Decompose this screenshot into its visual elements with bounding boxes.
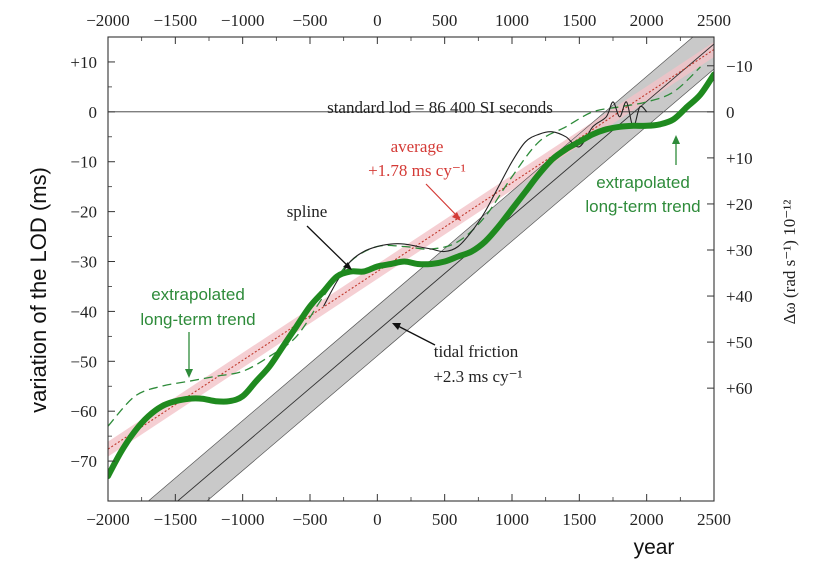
y-tick-label: 0 xyxy=(89,103,98,122)
y-tick-label: −40 xyxy=(70,302,97,321)
x-tick-label-bottom: 2000 xyxy=(630,510,664,529)
right-trend-arrowhead xyxy=(672,135,680,144)
y-tick-label: −20 xyxy=(70,203,97,222)
x-axis-title: year xyxy=(634,536,675,559)
x-tick-label-top: 1500 xyxy=(562,11,596,30)
x-tick-label-top: 500 xyxy=(432,11,458,30)
annotation-arrows xyxy=(185,135,680,378)
average-label: average xyxy=(391,137,444,156)
y2-tick-label: +40 xyxy=(726,287,753,306)
x-tick-label-top: −1500 xyxy=(154,11,198,30)
x-tick-label-bottom: 500 xyxy=(432,510,458,529)
y-tick-label: −10 xyxy=(70,153,97,172)
average-rate-label: +1.78 ms cy⁻¹ xyxy=(368,161,466,180)
x-tick-label-bottom: 1000 xyxy=(495,510,529,529)
y2-tick-label: +60 xyxy=(726,379,753,398)
tick-labels: −2000−2000−1500−1500−1000−1000−500−50000… xyxy=(70,11,752,529)
average-line xyxy=(108,49,714,450)
y2-tick-label: +30 xyxy=(726,241,753,260)
y2-tick-label: +50 xyxy=(726,333,753,352)
tidal-arrow xyxy=(395,324,436,346)
tidal-friction-upper-edge xyxy=(147,37,694,501)
spline-label: spline xyxy=(287,202,328,221)
x-tick-label-bottom: −1000 xyxy=(221,510,265,529)
spline-arrowhead xyxy=(343,262,352,270)
x-tick-label-top: 2500 xyxy=(697,11,731,30)
spline-line xyxy=(323,101,648,307)
extrapolated-right-label: extrapolated xyxy=(596,173,690,192)
y-tick-label: −70 xyxy=(70,452,97,471)
long-term-trend-line xyxy=(108,71,714,480)
extrapolated-left-label: extrapolated xyxy=(151,285,245,304)
x-tick-label-bottom: −500 xyxy=(292,510,327,529)
y2-tick-label: +20 xyxy=(726,195,753,214)
x-tick-label-top: 2000 xyxy=(630,11,664,30)
y-tick-label: −30 xyxy=(70,253,97,272)
y-tick-label: −50 xyxy=(70,352,97,371)
y-tick-label: +10 xyxy=(70,53,97,72)
average-band xyxy=(108,41,714,457)
tidal-arrowhead xyxy=(392,323,401,330)
average-arrow xyxy=(425,183,460,219)
x-tick-label-top: −500 xyxy=(292,11,327,30)
y2-tick-label: −10 xyxy=(726,57,753,76)
spline-arrow xyxy=(306,225,351,269)
y2-tick-label: +10 xyxy=(726,149,753,168)
long-term-trend-left-label: long-term trend xyxy=(140,310,255,329)
tidal-friction-rate-label: +2.3 ms cy⁻¹ xyxy=(433,367,522,386)
tidal-friction-label: tidal friction xyxy=(434,342,519,361)
x-tick-label-bottom: 2500 xyxy=(697,510,731,529)
x-tick-label-top: 1000 xyxy=(495,11,529,30)
average-arrowhead xyxy=(452,212,461,221)
y2-axis-title: Δω (rad s⁻¹) 10⁻¹² xyxy=(780,200,799,325)
x-tick-label-bottom: −1500 xyxy=(154,510,198,529)
x-tick-label-top: 0 xyxy=(373,11,382,30)
x-tick-label-bottom: −2000 xyxy=(86,510,130,529)
extrapolated-trend-line xyxy=(108,66,701,427)
x-tick-label-bottom: 0 xyxy=(373,510,382,529)
x-tick-label-top: −1000 xyxy=(221,11,265,30)
long-term-trend-right-label: long-term trend xyxy=(585,197,700,216)
left-trend-arrowhead xyxy=(185,369,193,378)
x-tick-label-top: −2000 xyxy=(86,11,130,30)
standard-lod-label: standard lod = 86 400 SI seconds xyxy=(327,98,553,117)
x-tick-label-bottom: 1500 xyxy=(562,510,596,529)
y2-tick-label: 0 xyxy=(726,103,735,122)
axes xyxy=(107,36,715,502)
y-tick-label: −60 xyxy=(70,402,97,421)
y-axis-title: variation of the LOD (ms) xyxy=(26,167,51,413)
